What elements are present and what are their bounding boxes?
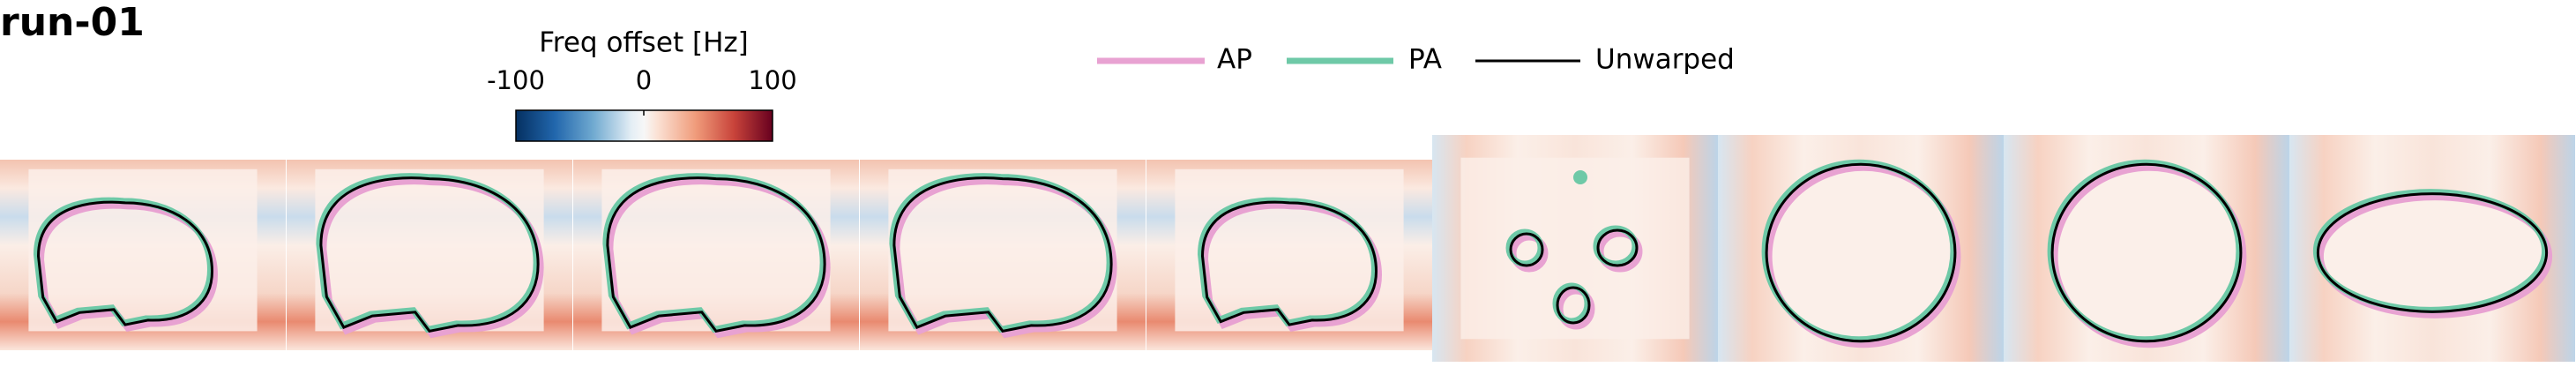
contour bbox=[606, 176, 826, 333]
contour bbox=[2312, 189, 2549, 313]
contour bbox=[2316, 192, 2549, 313]
title: run-01 bbox=[0, 0, 145, 45]
panel bbox=[2004, 135, 2289, 362]
contour bbox=[1761, 159, 1957, 343]
contour bbox=[37, 200, 213, 326]
contour bbox=[1573, 170, 1587, 184]
panel-inner bbox=[28, 169, 258, 332]
contour bbox=[1766, 164, 1961, 348]
contour bbox=[892, 176, 1113, 333]
panel bbox=[1432, 135, 1718, 362]
contour bbox=[2051, 164, 2247, 348]
colorbar-tick-label: 0 bbox=[636, 65, 652, 95]
contour bbox=[1552, 282, 1591, 325]
contour bbox=[2047, 159, 2243, 343]
contour bbox=[2317, 194, 2553, 318]
contour bbox=[1596, 228, 1639, 267]
contour bbox=[1510, 234, 1549, 273]
panel-inner bbox=[2052, 160, 2241, 337]
panel bbox=[0, 160, 286, 350]
legend-label: PA bbox=[1408, 44, 1442, 76]
panel bbox=[2289, 135, 2575, 362]
panel bbox=[1146, 160, 1432, 350]
panel bbox=[1718, 135, 2004, 362]
contour bbox=[1597, 230, 1643, 273]
panel-inner bbox=[1460, 157, 1690, 340]
contour bbox=[2050, 162, 2243, 343]
panel bbox=[287, 160, 572, 350]
contour bbox=[1593, 225, 1639, 267]
contour bbox=[1509, 232, 1544, 267]
panel bbox=[860, 160, 1146, 350]
contour bbox=[1505, 228, 1544, 267]
panel bbox=[573, 160, 859, 350]
panel-inner bbox=[1766, 160, 1955, 337]
colorbar-tick-label: 100 bbox=[748, 65, 796, 95]
colorbar-tick-label: -100 bbox=[487, 65, 545, 95]
contour bbox=[1200, 200, 1378, 326]
contour bbox=[319, 176, 540, 333]
contour bbox=[1765, 162, 1957, 343]
legend-label: AP bbox=[1217, 44, 1252, 76]
legend-label: Unwarped bbox=[1595, 44, 1735, 76]
panel-inner bbox=[2318, 189, 2547, 308]
contour bbox=[1556, 286, 1591, 325]
colorbar-label: Freq offset [Hz] bbox=[539, 27, 749, 59]
contour bbox=[1557, 288, 1595, 330]
panels bbox=[0, 135, 2575, 362]
